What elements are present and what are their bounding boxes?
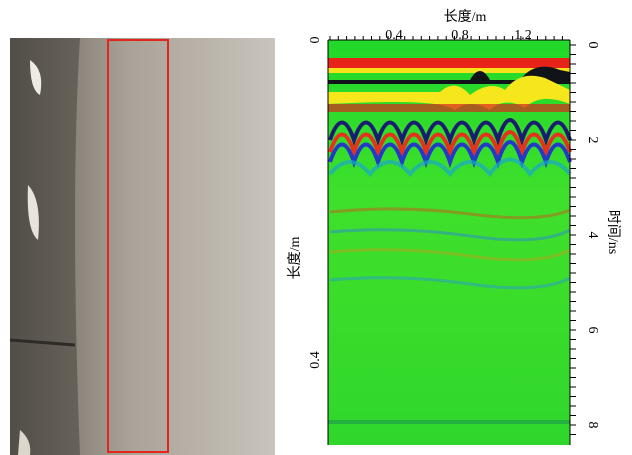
tick-label: 0 xyxy=(308,37,323,44)
minor-ticks xyxy=(329,36,576,435)
tick-label: 0.4 xyxy=(308,351,323,369)
tick-label: 1.2 xyxy=(514,28,532,43)
tick-label: 0 xyxy=(585,42,600,49)
right-axis: 时间/ns 0 2 4 6 8 xyxy=(569,40,621,445)
axis-label: 长度/m xyxy=(444,9,487,25)
tick-label: 4 xyxy=(585,232,600,239)
axis-label: 长度/m xyxy=(287,237,303,280)
top-axis: 长度/m 0.4 0.8 1.2 xyxy=(328,9,570,43)
left-axis: 长度/m 0 0.4 xyxy=(287,37,329,445)
selection-box xyxy=(107,39,169,453)
axis-label: 时间/ns xyxy=(605,210,621,254)
photo xyxy=(9,38,275,455)
tick-label: 8 xyxy=(585,422,600,429)
tick-label: 0.8 xyxy=(451,28,469,43)
radargram xyxy=(328,40,572,445)
tick-label: 0.4 xyxy=(385,28,403,43)
tick-label: 6 xyxy=(585,327,600,334)
tick-label: 2 xyxy=(585,137,600,144)
